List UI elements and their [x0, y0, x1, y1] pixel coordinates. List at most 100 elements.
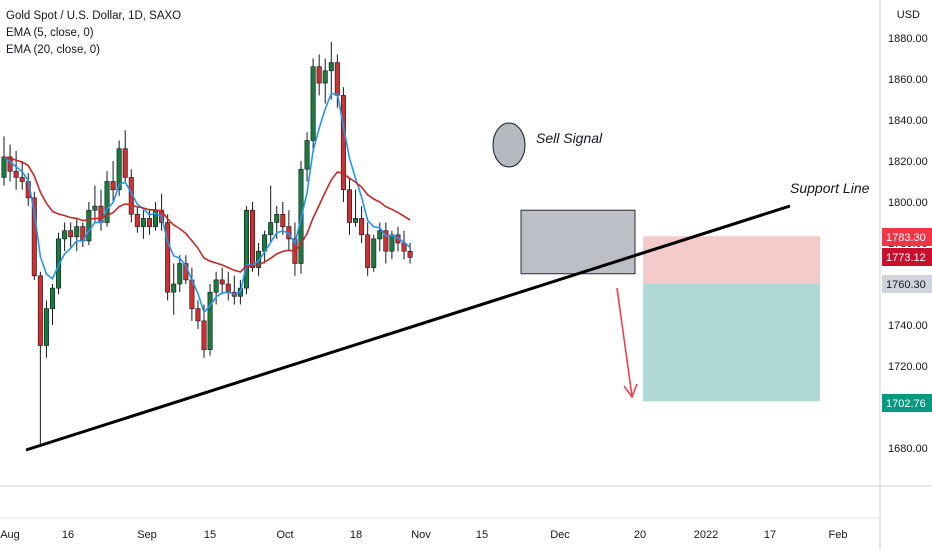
time-tick-label: Aug [0, 529, 20, 541]
candle-body [225, 283, 231, 293]
price-tag [882, 228, 932, 246]
support-line [25, 204, 791, 452]
position-zones [520, 209, 820, 402]
candle-body [31, 197, 37, 277]
candle-body [365, 234, 371, 268]
price-tick-label: 1880.00 [888, 33, 928, 45]
time-tick-label: 15 [204, 529, 216, 541]
time-tick-label: Oct [276, 529, 293, 541]
ema20-line [3, 156, 411, 273]
time-tick-label: 16 [62, 529, 74, 541]
time-axis[interactable]: Aug 16 Sep 15 Oct 18 Nov 15 Dec 20 2022 17 Feb [0, 529, 847, 541]
time-tick-label: 17 [764, 529, 776, 541]
ema-lines [3, 92, 411, 314]
candle-body [310, 66, 316, 141]
candle-body [201, 320, 207, 350]
candle-body [13, 170, 19, 178]
candle-body [116, 148, 122, 190]
candle-body [49, 287, 55, 309]
price-tag-label: 1783.30 [886, 232, 926, 244]
candle-body [346, 189, 352, 223]
time-tick-label: 2022 [694, 529, 718, 541]
candle-body [110, 181, 116, 190]
candle-body [207, 291, 213, 350]
take-profit-zone [643, 283, 820, 402]
price-tags: 1783.30 1773.12 1760.30 1702.76 [882, 228, 932, 412]
price-tag [882, 394, 932, 412]
candle-body [340, 95, 346, 191]
candle-body [213, 279, 219, 293]
candle-body [383, 230, 389, 252]
price-tag-label: 1760.30 [886, 279, 926, 291]
ema20-legend[interactable]: EMA (20, close, 0) [6, 44, 100, 56]
candle-body [195, 308, 201, 322]
down-arrow-head [623, 383, 638, 399]
candle-body [165, 222, 171, 293]
price-tick-label: 1740.00 [888, 320, 928, 332]
ema5-legend[interactable]: EMA (5, close, 0) [6, 27, 94, 39]
candle-body [328, 62, 334, 72]
down-arrow-shaft [616, 287, 633, 397]
candle-body [407, 250, 413, 258]
candle-body [359, 218, 365, 236]
price-tag-label: 1702.76 [886, 398, 926, 410]
candle-body [268, 222, 274, 236]
time-tick-label: 20 [634, 529, 646, 541]
candle-body [68, 230, 74, 238]
candle-body [74, 226, 80, 238]
currency-unit: USD [896, 9, 920, 21]
candle-body [146, 218, 152, 227]
candle-body [19, 177, 25, 182]
time-tick-label: Sep [137, 529, 157, 541]
price-tick-label: 1800.00 [888, 197, 928, 209]
time-tick-label: 18 [350, 529, 362, 541]
candle-body [256, 250, 262, 268]
sell-signal-label: Sell Signal [536, 130, 603, 146]
candle-body [304, 140, 310, 170]
price-tag-label: 1773.12 [886, 252, 926, 264]
candle-body [122, 148, 128, 178]
support-line-label: Support Line [790, 180, 870, 196]
consolidation-box [520, 209, 636, 275]
candle-body [171, 283, 177, 293]
candle-body [86, 209, 92, 242]
candle-body [37, 275, 43, 346]
symbol-title[interactable]: Gold Spot / U.S. Dollar, 1D, SAXO [6, 10, 182, 22]
candle-body [243, 209, 249, 289]
price-tick-label: 1680.00 [888, 443, 928, 455]
time-tick-label: 15 [476, 529, 488, 541]
candle-body [43, 308, 49, 346]
candle-body [140, 218, 146, 227]
candle-body [334, 62, 340, 96]
candle-body [316, 66, 322, 84]
candle-body [322, 70, 328, 84]
candle-body [1, 156, 7, 178]
time-tick-label: Dec [550, 529, 570, 541]
candle-body [250, 209, 256, 268]
drawings [25, 122, 791, 452]
chart-legend: Gold Spot / U.S. Dollar, 1D, SAXO EMA (5… [6, 8, 181, 59]
candle-body [134, 214, 140, 227]
candle-body [371, 238, 377, 268]
candle-body [56, 238, 62, 289]
candle-body [274, 214, 280, 223]
candles [1, 42, 413, 444]
candle-body [353, 218, 359, 223]
candle-body [104, 181, 110, 223]
candle-body [280, 214, 286, 227]
candle-body [389, 234, 395, 252]
price-tick-label: 1820.00 [888, 156, 928, 168]
candle-body [219, 279, 225, 285]
price-tag [882, 248, 932, 266]
candle-body [377, 230, 383, 240]
time-tick-label: Nov [411, 529, 431, 541]
price-tick-label: 1720.00 [888, 361, 928, 373]
ema5-line [3, 92, 411, 314]
price-tick-label: 1840.00 [888, 115, 928, 127]
sell-signal-circle [492, 122, 526, 168]
time-tick-label: Feb [829, 529, 848, 541]
price-tick-label: 1860.00 [888, 74, 928, 86]
price-tag [882, 275, 932, 293]
